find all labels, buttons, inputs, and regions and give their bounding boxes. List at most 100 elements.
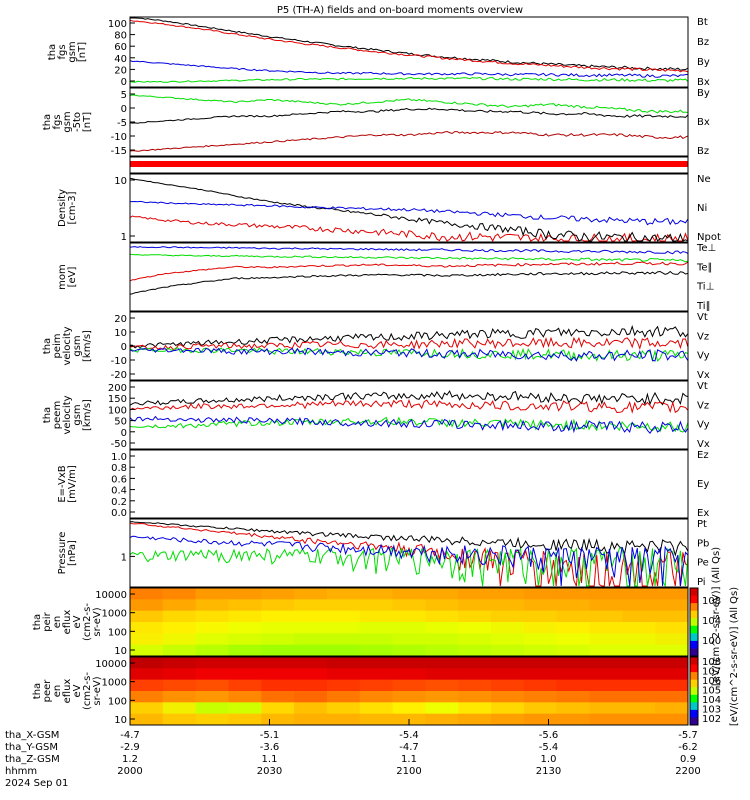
- status-bar-frame: [129, 156, 689, 174]
- heatmap-cell: [622, 702, 656, 715]
- y-axis-label: Pressure: [57, 532, 68, 575]
- heatmap-cell: [294, 691, 328, 703]
- x-row-value: 1.1: [401, 754, 417, 765]
- legend-label: Vx: [697, 439, 710, 450]
- colorbar-segment: [690, 610, 698, 619]
- heatmap-cell: [326, 713, 361, 726]
- heatmap-cell: [589, 588, 623, 600]
- heatmap-cell: [425, 713, 459, 726]
- y-axis-label: peir: [42, 611, 53, 631]
- heatmap-cell: [228, 657, 262, 669]
- heatmap-cell: [392, 691, 426, 703]
- heatmap-cell: [392, 668, 426, 681]
- panel-10: [129, 656, 689, 726]
- heatmap-cell: [130, 588, 164, 600]
- series-line-Npot: [130, 200, 689, 226]
- y-tick-label: 0.6: [111, 474, 127, 485]
- y-axis-label: [nT]: [82, 112, 93, 132]
- x-row-value: -5.4: [399, 730, 419, 741]
- heatmap-cell: [392, 588, 426, 600]
- heatmap-cell: [326, 622, 361, 634]
- heatmap-cell: [523, 599, 558, 612]
- heatmap-cell: [392, 610, 426, 623]
- heatmap-cell: [622, 691, 656, 703]
- series-line-Vz: [129, 336, 689, 351]
- y-tick-label: 20: [114, 314, 127, 325]
- colorbar-tick-label: 104: [702, 695, 721, 706]
- legend-label: Vy: [697, 420, 710, 431]
- series-line-Vt: [129, 390, 689, 406]
- heatmap-cell: [162, 622, 197, 634]
- y-tick-label: 1000: [102, 678, 127, 689]
- y-axis-label: (cm2-s-: [82, 603, 93, 641]
- heatmap-cell: [294, 644, 328, 657]
- panel-1: [129, 87, 689, 157]
- y-axis-label: [nT]: [77, 42, 88, 62]
- heatmap-cell: [491, 588, 525, 600]
- heatmap-cell: [425, 633, 459, 646]
- y-axis-label: peer: [42, 679, 53, 703]
- x-row-value: -5.6: [539, 730, 559, 741]
- x-tick-label: 2030: [257, 766, 282, 777]
- x-tick-label: 2200: [675, 766, 700, 777]
- heatmap-cell: [326, 657, 361, 669]
- heatmap-cell: [392, 702, 426, 715]
- series-line-Ni: [129, 177, 689, 242]
- heatmap-cell: [359, 668, 394, 681]
- legend-label: Pb: [697, 538, 709, 549]
- heatmap-cell: [261, 679, 295, 692]
- legend-label: Pi: [697, 577, 706, 588]
- series-line-Vt: [129, 324, 689, 349]
- panel-6: [129, 380, 689, 450]
- series-line-Te⊥: [129, 246, 689, 255]
- colorbar-segment: [690, 625, 698, 634]
- heatmap-cell: [130, 657, 164, 669]
- y-axis-label: peem: [52, 401, 63, 429]
- series-line-Pi: [129, 535, 689, 587]
- panel-8: [129, 518, 689, 588]
- colorbar-label: [eV/(cm^2-s-sr-eV)] (All Qs): [729, 587, 740, 726]
- panel-5: [129, 311, 689, 381]
- x-row-value: 1.2: [122, 754, 138, 765]
- heatmap-cell: [589, 599, 623, 612]
- heatmap-cell: [228, 691, 262, 703]
- heatmap-cell: [130, 644, 164, 657]
- legend-label: Bz: [697, 37, 709, 48]
- panel-4: [129, 242, 689, 312]
- heatmap-cell: [162, 702, 197, 715]
- heatmap-cell: [261, 610, 295, 623]
- panel-9: [129, 587, 689, 657]
- y-axis-label: [cm-3]: [67, 191, 78, 224]
- heatmap-cell: [556, 713, 591, 726]
- colorbar-segment: [690, 648, 698, 657]
- heatmap-cell: [195, 679, 229, 692]
- y-axis-label: sr-eV): [92, 676, 103, 705]
- legend-label: Bx: [697, 117, 710, 128]
- y-tick-label: -20: [111, 370, 127, 381]
- heatmap-cell: [261, 668, 295, 681]
- heatmap-cell: [622, 713, 656, 726]
- y-axis-label: peim: [52, 333, 63, 358]
- legend-label: Vz: [697, 331, 709, 342]
- heatmap-cell: [589, 668, 623, 681]
- x-row-value: 0.9: [680, 754, 696, 765]
- panel-frame: [129, 449, 689, 519]
- x-row-value: -4.7: [120, 730, 140, 741]
- y-axis-label: [mV/m]: [67, 465, 78, 503]
- y-tick-label: -5: [117, 118, 127, 129]
- heatmap-cell: [622, 633, 656, 646]
- legend-label: Vt: [697, 312, 708, 323]
- heatmap-cell: [326, 644, 361, 657]
- heatmap-cell: [162, 691, 197, 703]
- heatmap-cell: [228, 702, 262, 715]
- y-axis-label: tha: [42, 114, 53, 130]
- y-axis-label: gsm: [67, 41, 78, 62]
- series-line-Ti⊥: [129, 261, 689, 282]
- colorbar-segment: [690, 588, 698, 597]
- heatmap-cell: [523, 668, 558, 681]
- y-tick-label: 1.0: [111, 452, 127, 463]
- heatmap-cell: [195, 610, 229, 623]
- heatmap-cell: [523, 691, 558, 703]
- heatmap-cell: [130, 622, 164, 634]
